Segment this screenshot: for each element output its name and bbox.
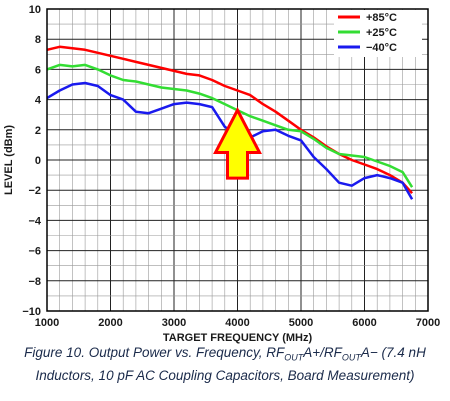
caption-subscript: OUT (284, 352, 304, 363)
legend-label: +85°C (366, 12, 397, 24)
x-tick-label: 4000 (225, 317, 249, 329)
y-tick-label: −4 (28, 215, 41, 227)
y-tick-label: 2 (35, 125, 41, 137)
up-arrow (213, 106, 262, 180)
caption-subscript: OUT (341, 352, 361, 363)
series-line (46, 45, 414, 195)
grid (46, 8, 429, 312)
x-tick-label: 7000 (416, 317, 440, 329)
legend-label: −40°C (366, 42, 397, 54)
caption-text: A+/RF (303, 345, 342, 360)
series-line (46, 63, 414, 188)
y-tick-label: 10 (29, 4, 41, 16)
x-tick-label: 3000 (162, 317, 186, 329)
x-tick-label: 6000 (352, 317, 376, 329)
y-tick-label: −10 (22, 306, 41, 318)
x-axis-title: TARGET FREQUENCY (MHz) (163, 332, 313, 344)
legend-label: +25°C (366, 27, 397, 39)
y-tick-label: 0 (35, 155, 41, 167)
y-tick-label: 6 (35, 64, 41, 76)
y-tick-label: −8 (28, 276, 41, 288)
y-tick-label: −2 (28, 185, 41, 197)
x-tick-label: 5000 (289, 317, 313, 329)
figure-caption: Figure 10. Output Power vs. Frequency, R… (10, 344, 440, 385)
caption-line-2: Inductors, 10 pF AC Coupling Capacitors,… (35, 367, 415, 383)
annotation-arrow (213, 106, 262, 180)
y-tick-label: 8 (35, 34, 41, 46)
caption-text: Figure 10. Output Power vs. Frequency, R… (24, 345, 285, 360)
y-axis-title: LEVEL (dBm) (3, 125, 15, 195)
legend: +85°C +25°C −40°C (334, 10, 422, 57)
y-tick-label: −6 (28, 246, 41, 258)
x-tick-label: 2000 (98, 317, 122, 329)
tick-labels: 1000 2000 3000 4000 5000 6000 7000 10 8 6 4 2 0 −2 −4 −… (22, 4, 440, 329)
x-tick-label: 1000 (35, 317, 59, 329)
caption-text: A− (7.4 nH (360, 345, 426, 360)
y-tick-label: 4 (35, 95, 42, 107)
plot-frame (46, 8, 429, 312)
caption-line-1: Figure 10. Output Power vs. Frequency, R… (10, 344, 440, 367)
